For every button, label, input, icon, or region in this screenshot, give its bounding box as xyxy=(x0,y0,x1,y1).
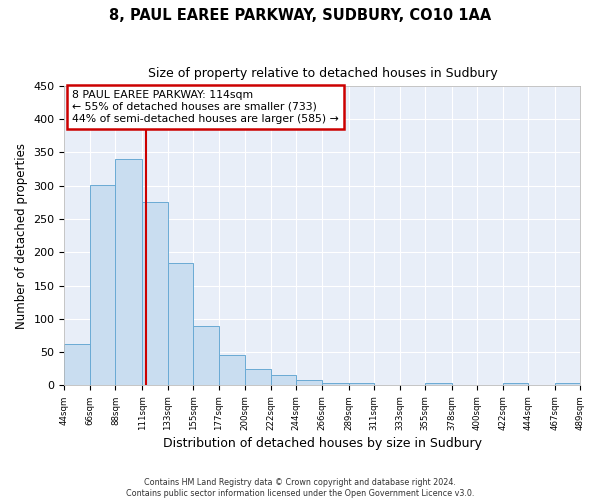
Bar xyxy=(193,326,218,386)
Bar xyxy=(271,376,296,386)
Bar xyxy=(245,370,271,386)
Bar xyxy=(503,383,529,386)
Bar xyxy=(115,159,142,386)
Bar xyxy=(218,356,245,386)
Bar xyxy=(142,202,167,386)
Text: 8 PAUL EAREE PARKWAY: 114sqm
← 55% of detached houses are smaller (733)
44% of s: 8 PAUL EAREE PARKWAY: 114sqm ← 55% of de… xyxy=(72,90,339,124)
Bar xyxy=(90,185,115,386)
Text: Contains HM Land Registry data © Crown copyright and database right 2024.
Contai: Contains HM Land Registry data © Crown c… xyxy=(126,478,474,498)
Bar xyxy=(322,383,349,386)
Y-axis label: Number of detached properties: Number of detached properties xyxy=(15,142,28,328)
Bar xyxy=(349,383,374,386)
Bar xyxy=(296,380,322,386)
X-axis label: Distribution of detached houses by size in Sudbury: Distribution of detached houses by size … xyxy=(163,437,482,450)
Bar xyxy=(425,383,452,386)
Text: 8, PAUL EAREE PARKWAY, SUDBURY, CO10 1AA: 8, PAUL EAREE PARKWAY, SUDBURY, CO10 1AA xyxy=(109,8,491,22)
Title: Size of property relative to detached houses in Sudbury: Size of property relative to detached ho… xyxy=(148,68,497,80)
Bar xyxy=(167,263,193,386)
Bar xyxy=(555,383,580,386)
Bar xyxy=(64,344,90,386)
